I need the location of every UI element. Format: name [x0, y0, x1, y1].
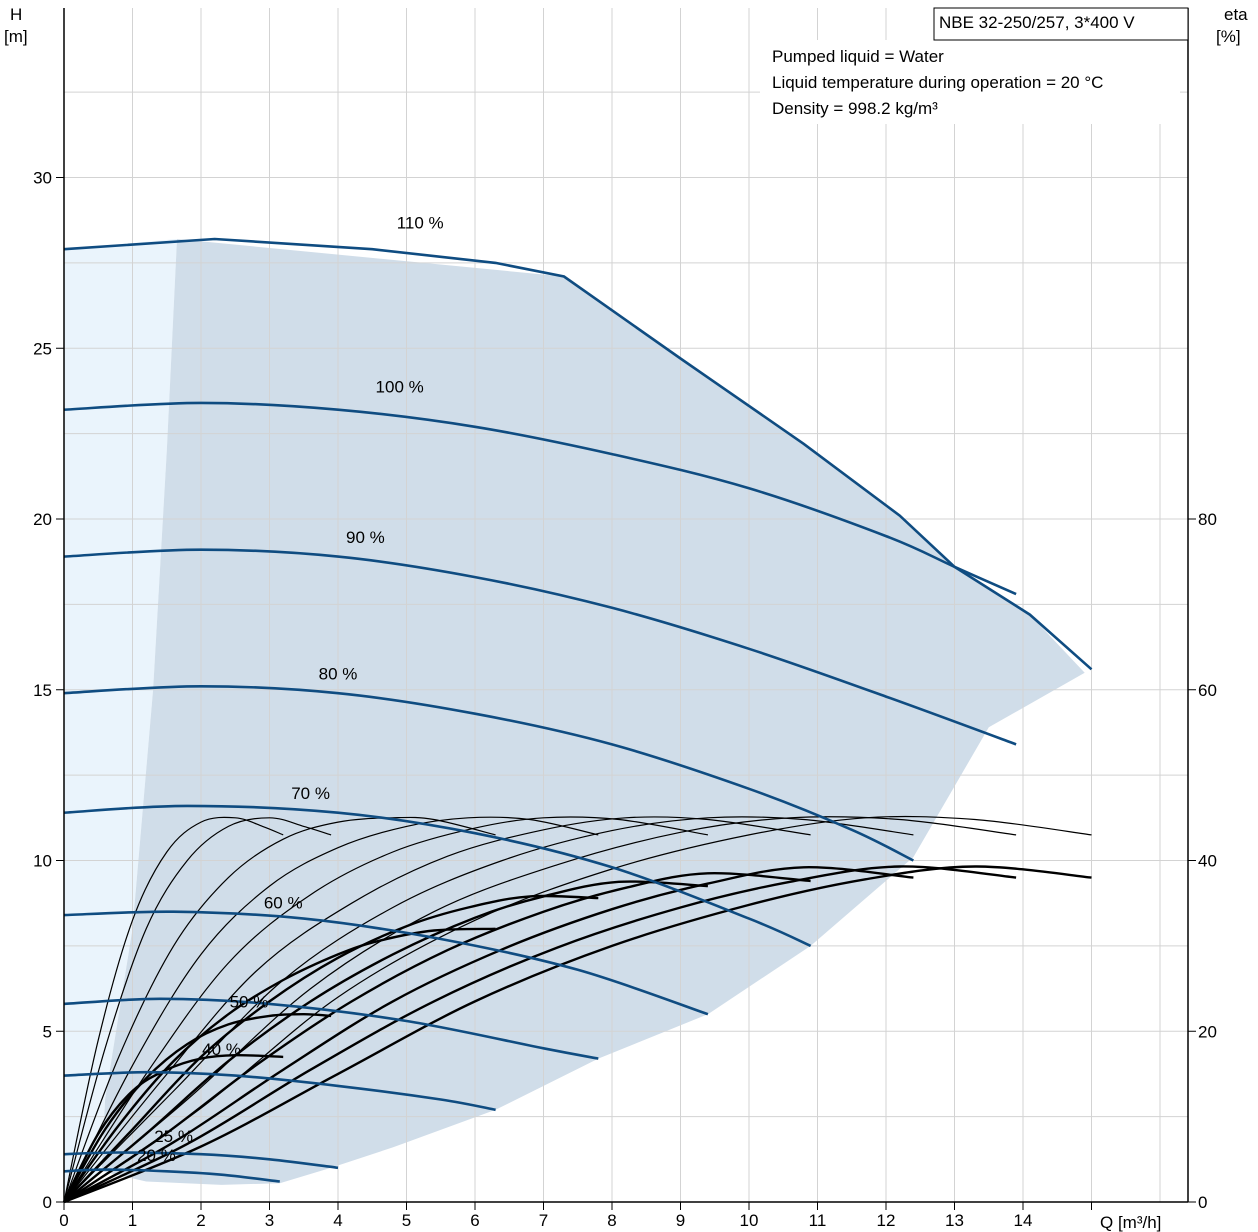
efficiency-curve-thick [63, 866, 914, 1204]
head-curve-label: 20 % [137, 1146, 176, 1165]
x-tick-label: 11 [809, 1211, 827, 1230]
y-axis-unit: [m] [4, 27, 28, 46]
info-line-temperature: Liquid temperature during operation = 20… [772, 73, 1103, 92]
efficiency-curve-thin [63, 817, 332, 1203]
head-curve [63, 401, 1017, 596]
head-curve [63, 237, 1093, 671]
x-tick-label: 13 [945, 1211, 964, 1230]
y2-tick-label: 20 [1198, 1022, 1217, 1041]
x-tick-label: 7 [539, 1211, 548, 1230]
y2-axis-unit: [%] [1216, 27, 1241, 46]
efficiency-curve-thick [63, 865, 1092, 1204]
grid-layer [64, 8, 1188, 1202]
head-curve-label: 70 % [291, 784, 330, 803]
x-tick-label: 14 [1014, 1211, 1033, 1230]
info-box-background [760, 40, 1180, 124]
head-curve-label: 40 % [202, 1040, 241, 1059]
efficiency-curve-thin [63, 816, 914, 1203]
y-tick-label: 20 [33, 510, 52, 529]
x-tick-label: 10 [740, 1211, 759, 1230]
y-tick-label: 10 [33, 852, 52, 871]
y-tick-label: 30 [33, 169, 52, 188]
y2-tick-label: 0 [1198, 1193, 1207, 1212]
efficiency-curves-layer [62, 815, 1092, 1204]
x-axis-label: Q [m³/h] [1100, 1213, 1161, 1232]
head-curve-label: 25 % [154, 1127, 193, 1146]
x-tick-label: 9 [676, 1211, 685, 1230]
low-flow-area [64, 239, 177, 1202]
head-curve-label: 90 % [346, 528, 385, 547]
head-curve [63, 910, 709, 1016]
y-tick-label: 0 [43, 1193, 52, 1212]
x-tick-label: 5 [402, 1211, 411, 1230]
efficiency-curve-thick [63, 894, 599, 1203]
x-tick-label: 0 [59, 1211, 68, 1230]
head-curve [63, 1168, 280, 1183]
info-line-density: Density = 998.2 kg/m³ [772, 99, 938, 118]
operating-area-layer [64, 239, 1085, 1202]
axes-layer: 0 1 2 3 4 5 6 7 8 9 10 11 12 13 1405101520253002040608… [33, 8, 1217, 1230]
x-tick-label: 2 [196, 1211, 205, 1230]
y-tick-label: 5 [43, 1022, 52, 1041]
head-curve-label: 110 % [397, 214, 444, 233]
head-curve [63, 1070, 496, 1112]
efficiency-curve-thin [63, 816, 599, 1203]
head-curve-label: 100 % [376, 378, 424, 397]
info-line-pumped-liquid: Pumped liquid = Water [772, 47, 944, 66]
head-curve [63, 804, 812, 948]
x-tick-label: 4 [333, 1211, 342, 1230]
chart-title-box [933, 7, 1189, 41]
head-curve [63, 997, 599, 1060]
head-curve-label: 60 % [264, 893, 303, 912]
y2-tick-label: 40 [1198, 852, 1217, 871]
head-curves-layer: 110 % 100 % 90 % 80 % 70 % 60 % 50 % 40 % 25 %20… [63, 214, 1093, 1183]
x-tick-label: 3 [265, 1211, 274, 1230]
head-curve-label: 80 % [319, 665, 358, 684]
efficiency-curve-thin [63, 816, 1017, 1203]
chart-title: NBE 32-250/257, 3*400 V [939, 13, 1135, 32]
y-tick-label: 15 [33, 681, 52, 700]
head-curve [63, 684, 914, 862]
head-curve [63, 548, 1017, 746]
efficiency-curve-thin [63, 816, 284, 1203]
x-tick-label: 6 [470, 1211, 479, 1230]
operating-area [101, 239, 1085, 1185]
x-tick-label: 8 [607, 1211, 616, 1230]
head-curve [63, 1151, 339, 1170]
efficiency-curve-thin [63, 816, 709, 1203]
y-tick-label: 25 [33, 339, 52, 358]
efficiency-curve-thick [63, 872, 811, 1203]
x-tick-label: 1 [128, 1211, 137, 1230]
y-axis-label: H [10, 5, 22, 24]
head-curve-label: 50 % [230, 992, 269, 1011]
y2-axis-label: eta [1224, 5, 1248, 24]
x-tick-label: 12 [877, 1211, 896, 1230]
efficiency-curve-thin [63, 816, 496, 1203]
efficiency-curve-thick [63, 865, 1017, 1204]
y2-tick-label: 80 [1198, 510, 1217, 529]
efficiency-curve-thick [63, 880, 708, 1203]
y2-tick-label: 60 [1198, 681, 1217, 700]
